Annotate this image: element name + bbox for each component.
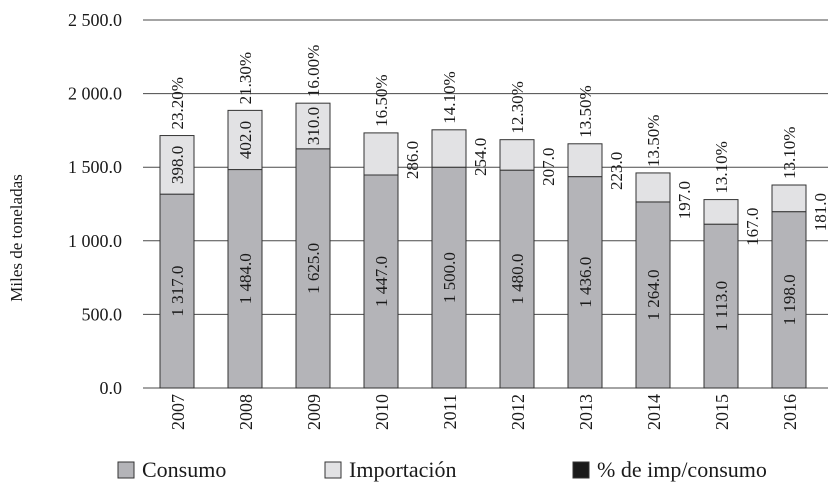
bar-consumo bbox=[635, 201, 671, 389]
bar-importacion bbox=[635, 172, 671, 203]
x-tick-label: 2012 bbox=[508, 394, 528, 430]
percent-value-label: 13.10% bbox=[712, 141, 731, 193]
percent-value-label: 16.50% bbox=[372, 74, 391, 126]
bar-importacion bbox=[499, 139, 535, 171]
bar-importacion bbox=[703, 199, 739, 225]
bar-consumo bbox=[363, 174, 399, 389]
y-tick-label: 1 000.0 bbox=[68, 231, 122, 251]
x-tick-label: 2010 bbox=[372, 394, 392, 430]
bar-consumo bbox=[567, 176, 603, 389]
y-tick-label: 500.0 bbox=[82, 304, 123, 324]
bar-consumo bbox=[703, 223, 739, 389]
bar-consumo bbox=[159, 193, 195, 389]
importacion-value-label: 398.0 bbox=[168, 146, 187, 184]
percent-value-label: 21.30% bbox=[236, 52, 255, 104]
importacion-value-label: 254.0 bbox=[471, 138, 490, 176]
x-tick-label: 2007 bbox=[168, 394, 188, 430]
consumo-value-label: 1 198.0 bbox=[780, 274, 799, 325]
bar-consumo bbox=[295, 148, 331, 389]
y-tick-label: 1 500.0 bbox=[68, 157, 122, 177]
axes: 0.0 500.0 1 000.0 1 500.0 2 000.0 2 500.0 2007… bbox=[68, 10, 800, 430]
bar-importacion bbox=[363, 132, 399, 176]
y-tick-label: 2 000.0 bbox=[68, 84, 122, 104]
y-tick-label: 0.0 bbox=[100, 378, 123, 398]
legend-swatch bbox=[324, 461, 342, 479]
consumo-value-label: 1 447.0 bbox=[372, 256, 391, 307]
bar-consumo bbox=[499, 169, 535, 389]
importacion-value-label: 286.0 bbox=[403, 141, 422, 179]
importacion-value-label: 310.0 bbox=[304, 107, 323, 145]
percent-value-label: 12.30% bbox=[508, 81, 527, 133]
percent-value-label: 13.50% bbox=[644, 115, 663, 167]
importacion-value-label: 167.0 bbox=[743, 208, 762, 246]
importacion-value-label: 223.0 bbox=[607, 152, 626, 190]
y-axis-label: Miles de toneladas bbox=[7, 174, 26, 301]
bar-importacion bbox=[771, 184, 807, 213]
consumo-value-label: 1 500.0 bbox=[440, 252, 459, 303]
consumo-value-label: 1 625.0 bbox=[304, 243, 323, 294]
bar-importacion bbox=[227, 109, 263, 171]
consumo-value-label: 1 113.0 bbox=[712, 281, 731, 331]
percent-value-label: 13.50% bbox=[576, 85, 595, 137]
bar-consumo bbox=[227, 169, 263, 389]
x-tick-label: 2008 bbox=[236, 394, 256, 430]
percent-value-label: 13.10% bbox=[780, 127, 799, 179]
legend-swatch bbox=[117, 461, 135, 479]
x-tick-label: 2011 bbox=[440, 394, 460, 429]
bar-consumo bbox=[431, 166, 467, 389]
bar-consumo bbox=[771, 211, 807, 389]
x-tick-label: 2013 bbox=[576, 394, 596, 430]
importacion-value-label: 207.0 bbox=[539, 148, 558, 186]
legend-swatch bbox=[572, 461, 590, 479]
consumo-value-label: 1 484.0 bbox=[236, 253, 255, 304]
legend: Consumo Importación % de imp/consumo bbox=[117, 457, 767, 482]
consumo-value-label: 1 480.0 bbox=[508, 254, 527, 305]
consumo-value-label: 1 317.0 bbox=[168, 266, 187, 317]
importacion-value-label: 197.0 bbox=[675, 181, 694, 219]
bar-importacion bbox=[159, 135, 195, 195]
percent-value-label: 14.10% bbox=[440, 71, 459, 123]
x-tick-label: 2016 bbox=[780, 394, 800, 430]
importacion-value-label: 181.0 bbox=[811, 193, 830, 231]
bars bbox=[159, 102, 807, 389]
bar-importacion bbox=[431, 129, 467, 168]
consumo-value-label: 1 436.0 bbox=[576, 257, 595, 308]
bar-importacion bbox=[295, 102, 331, 150]
x-tick-label: 2014 bbox=[644, 394, 664, 430]
x-tick-label: 2015 bbox=[712, 394, 732, 430]
bar-importacion bbox=[567, 143, 603, 178]
x-tick-label: 2009 bbox=[304, 394, 324, 430]
legend-label: % de imp/consumo bbox=[597, 457, 767, 482]
legend-label: Consumo bbox=[142, 457, 226, 482]
importacion-value-label: 402.0 bbox=[236, 121, 255, 159]
y-tick-label: 2 500.0 bbox=[68, 10, 122, 30]
percent-value-label: 16.00% bbox=[304, 45, 323, 97]
consumo-value-label: 1 264.0 bbox=[644, 269, 663, 320]
data-labels: 1 317.0 398.0 23.20% 1 484.0 402.0 21.30% 1 62… bbox=[168, 45, 830, 332]
legend-label: Importación bbox=[349, 457, 457, 482]
percent-value-label: 23.20% bbox=[168, 77, 187, 129]
